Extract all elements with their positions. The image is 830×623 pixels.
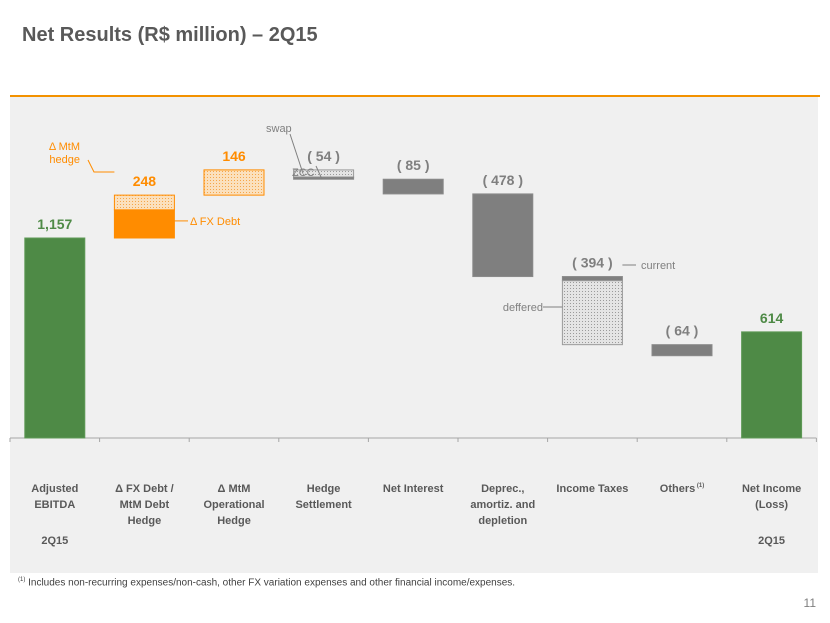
footnote-text: Includes non-recurring expenses/non-cash…	[28, 577, 516, 589]
data-label: ( 85 )	[397, 157, 430, 173]
chart-panel	[10, 96, 818, 573]
category-label: EBITDA	[34, 499, 75, 511]
page-title: Net Results (R$ million) – 2Q15	[22, 24, 318, 46]
data-label: 614	[760, 310, 784, 326]
category-label: depletion	[478, 515, 527, 527]
category-label: Hedge	[307, 483, 341, 495]
bar-segment	[651, 344, 713, 357]
annotation-deffered: deffered	[503, 302, 543, 314]
category-label: Others (1)	[660, 483, 704, 495]
category-label: Settlement	[295, 499, 352, 511]
category-label: Δ MtM	[218, 483, 251, 495]
category-label: Hedge	[128, 515, 162, 527]
bar-segment	[741, 331, 803, 439]
data-label: ( 64 )	[666, 323, 699, 339]
data-label: ( 54 )	[307, 148, 340, 164]
category-label: Net Interest	[383, 483, 444, 495]
title-divider	[10, 95, 820, 97]
annotation-mtm-hedge: Δ MtM	[49, 141, 80, 153]
category-label: amortiz. and	[470, 499, 535, 511]
bar-segment	[203, 169, 265, 196]
data-label: ( 394 )	[572, 255, 612, 271]
bar-segment	[472, 193, 534, 278]
category-label: (Loss)	[755, 499, 788, 511]
category-label: Deprec.,	[481, 483, 524, 495]
page-number: 11	[803, 596, 816, 610]
bar-segment	[24, 237, 86, 439]
bar-segment	[561, 280, 623, 346]
annotation-current: current	[641, 260, 675, 272]
bar-segment	[382, 178, 444, 195]
annotation-zcc: ZCC	[292, 167, 315, 179]
category-label: Income Taxes	[556, 483, 628, 495]
data-label: 1,157	[37, 216, 72, 232]
category-period-label: 2Q15	[41, 535, 68, 547]
leader-line	[289, 133, 304, 174]
data-label: 146	[222, 148, 246, 164]
data-label: ( 478 )	[483, 172, 523, 188]
category-label: Adjusted	[31, 483, 78, 495]
annotation-mtm-hedge: hedge	[49, 154, 80, 166]
annotation-swap: swap	[266, 123, 292, 135]
leader-line	[315, 165, 323, 180]
category-label: Hedge	[217, 515, 251, 527]
bar-segment	[293, 176, 355, 180]
annotation-fx-debt: Δ FX Debt	[190, 216, 240, 228]
category-superscript: (1)	[695, 483, 704, 489]
category-label: Δ FX Debt /	[115, 483, 174, 495]
footnote-marker: (1)	[18, 577, 26, 583]
category-label: Operational	[203, 499, 264, 511]
category-period-label: 2Q15	[758, 535, 785, 547]
bar-segment	[113, 209, 175, 239]
category-label: Net Income	[742, 483, 801, 495]
leader-line	[87, 159, 115, 173]
bar-segment	[561, 276, 623, 282]
footnote: (1) Includes non-recurring expenses/non-…	[18, 577, 515, 588]
category-label: MtM Debt	[120, 499, 170, 511]
data-label: 248	[133, 173, 157, 189]
bar-segment	[113, 194, 175, 211]
